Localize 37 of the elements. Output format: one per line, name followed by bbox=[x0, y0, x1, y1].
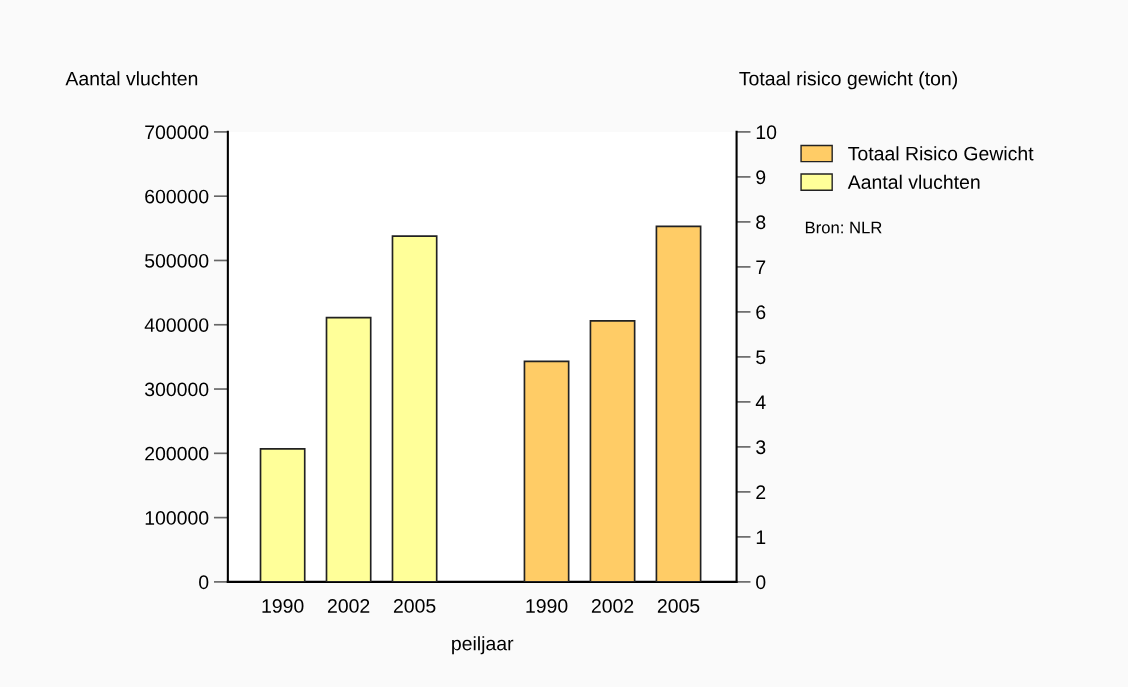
y2-tick-label: 0 bbox=[756, 575, 766, 590]
x-tick-label: 2005 bbox=[393, 599, 436, 613]
y-tick-label: 600000 bbox=[145, 189, 209, 204]
y2-tick-label: 7 bbox=[756, 260, 766, 274]
y-tick-label: 0 bbox=[199, 575, 209, 590]
bar bbox=[391, 235, 438, 582]
bar bbox=[325, 316, 372, 582]
y-tick-label: 100000 bbox=[145, 511, 209, 525]
bar bbox=[589, 320, 636, 582]
y2-tick-label: 8 bbox=[756, 215, 766, 230]
y-tick-label: 200000 bbox=[145, 446, 209, 461]
y2-tick-label: 1 bbox=[756, 530, 766, 544]
x-tick-label: 2005 bbox=[657, 599, 700, 613]
y-tick-label: 400000 bbox=[144, 318, 209, 332]
x-tick-label: 1990 bbox=[526, 599, 568, 613]
y2-tick-label: 5 bbox=[756, 350, 766, 365]
y2-tick-label: 10 bbox=[756, 125, 777, 140]
y2-tick-label: 6 bbox=[756, 305, 766, 320]
bar bbox=[655, 225, 702, 582]
y2-tick-label: 9 bbox=[756, 170, 766, 185]
x-tick-label: 2002 bbox=[327, 599, 370, 613]
y2-tick-label: 2 bbox=[756, 485, 766, 499]
legend-label: Aantal vluchten bbox=[847, 174, 980, 190]
bar bbox=[259, 447, 306, 582]
x-tick-label: 2002 bbox=[591, 599, 634, 613]
bar bbox=[523, 360, 570, 582]
y-axis-title: Aantal vluchten bbox=[65, 71, 198, 86]
y2-tick-label: 3 bbox=[756, 440, 766, 455]
y-tick-label: 300000 bbox=[144, 382, 209, 397]
x-axis-title: peiljaar bbox=[452, 636, 514, 655]
text: Bron: NLR bbox=[805, 221, 882, 234]
y2-axis-title: Totaal risico gewicht (ton) bbox=[739, 71, 957, 90]
y2-tick-label: 4 bbox=[755, 395, 766, 409]
y-tick-label: 500000 bbox=[145, 253, 209, 268]
legend-label: Totaal Risico Gewicht bbox=[848, 146, 1034, 161]
y-tick-label: 700000 bbox=[145, 125, 209, 140]
x-tick-label: 1990 bbox=[262, 599, 304, 613]
